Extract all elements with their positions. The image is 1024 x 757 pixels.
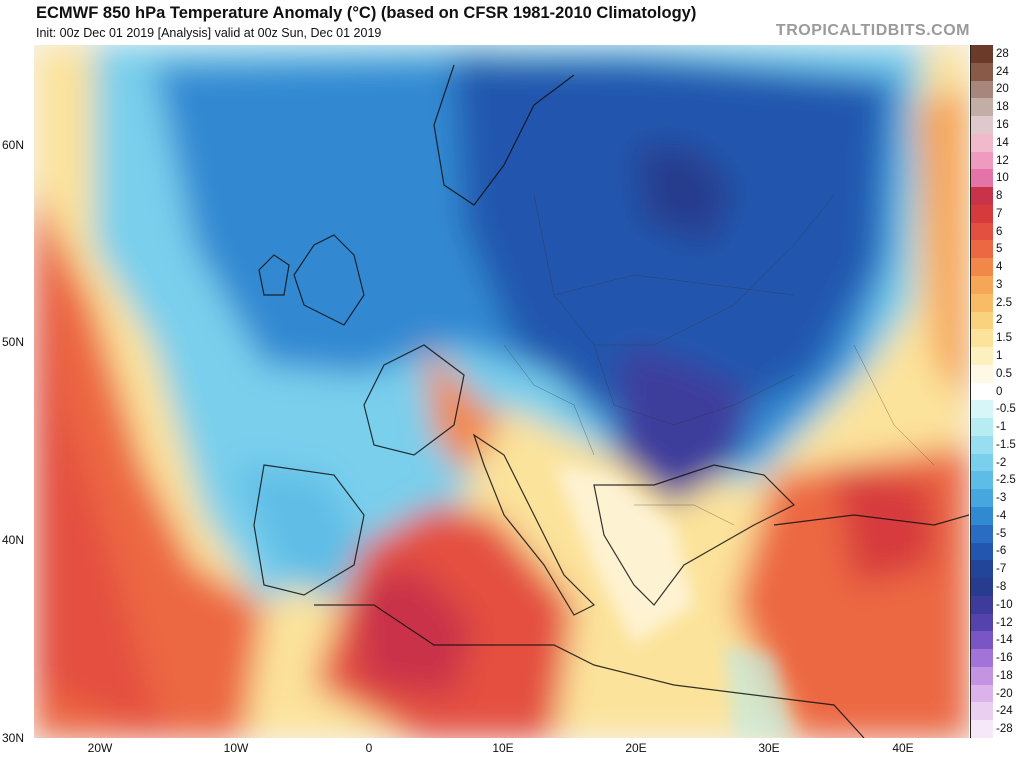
colorbar-label: 28	[996, 47, 1009, 60]
lon-label-0: 0	[365, 741, 373, 755]
colorbar-label: -10	[996, 598, 1013, 611]
colorbar-label: -2	[996, 456, 1007, 469]
colorbar-swatch	[971, 400, 993, 419]
lon-label-30e: 30E	[758, 741, 780, 755]
colorbar-label: 6	[996, 225, 1003, 238]
colorbar-swatch	[971, 595, 993, 615]
colorbar-swatch	[971, 240, 993, 259]
colorbar-swatch	[971, 720, 993, 739]
colorbar-swatch	[971, 435, 993, 455]
colorbar-swatch	[971, 258, 993, 277]
colorbar-swatch	[971, 471, 993, 490]
colorbar-swatch	[971, 542, 993, 561]
colorbar-swatch	[971, 666, 993, 686]
colorbar-label: 14	[996, 136, 1009, 149]
anomaly-field	[34, 45, 969, 738]
colorbar-swatch	[971, 222, 993, 241]
colorbar-label: -5	[996, 527, 1007, 540]
colorbar-label: -1.5	[996, 438, 1016, 451]
colorbar-label: -7	[996, 563, 1007, 576]
colorbar-label: 20	[996, 83, 1009, 96]
colorbar-label: 24	[996, 65, 1009, 78]
colorbar-swatch	[971, 578, 993, 597]
lat-label-50n: 50N	[2, 335, 25, 349]
lon-label-10e: 10E	[492, 741, 514, 755]
colorbar-label: -1	[996, 421, 1007, 434]
colorbar-label: -24	[996, 705, 1013, 718]
colorbar-label: -2.5	[996, 474, 1016, 487]
colorbar-swatch	[971, 329, 993, 348]
colorbar-swatch	[971, 347, 993, 366]
colorbar-label: -16	[996, 652, 1013, 665]
colorbar-swatch	[971, 204, 993, 224]
colorbar-swatch	[971, 364, 993, 384]
colorbar-label: -14	[996, 634, 1013, 647]
colorbar-swatch	[971, 187, 993, 206]
colorbar-label: 2.5	[996, 296, 1012, 309]
lon-label-20w: 20W	[87, 741, 113, 755]
colorbar-swatch	[971, 116, 993, 135]
colorbar-label: 5	[996, 243, 1003, 256]
colorbar-swatch	[971, 418, 993, 437]
site-credit: TROPICALTIDBITS.COM	[775, 22, 970, 39]
colorbar-label: 8	[996, 190, 1003, 203]
colorbar-label: 0	[996, 385, 1003, 398]
colorbar-swatch	[971, 524, 993, 544]
lon-label-20e: 20E	[625, 741, 647, 755]
colorbar-swatch	[971, 684, 993, 703]
colorbar-swatch	[971, 613, 993, 632]
colorbar-swatch	[971, 276, 993, 295]
colorbar-swatch	[971, 702, 993, 721]
lat-label-40n: 40N	[2, 533, 25, 547]
anomaly-map[interactable]	[34, 45, 969, 738]
colorbar-swatch	[971, 169, 993, 188]
colorbar-label: 1.5	[996, 332, 1012, 345]
colorbar-swatch	[971, 649, 993, 668]
colorbar-swatch	[971, 382, 993, 401]
colorbar-label: -0.5	[996, 403, 1016, 416]
colorbar-swatch	[971, 45, 993, 64]
colorbar-swatch	[971, 62, 993, 82]
colorbar-swatch	[971, 293, 993, 313]
colorbar-label: 1	[996, 349, 1003, 362]
colorbar-label: -12	[996, 616, 1013, 629]
colorbar-label: 3	[996, 278, 1003, 291]
colorbar-swatch	[971, 133, 993, 153]
colorbar-swatch	[971, 453, 993, 472]
colorbar-label: 4	[996, 261, 1003, 274]
colorbar-label: 10	[996, 172, 1009, 185]
colorbar-swatch	[971, 489, 993, 508]
colorbar-label: -4	[996, 509, 1007, 522]
map-title: ECMWF 850 hPa Temperature Anomaly (°C) (…	[36, 4, 697, 22]
colorbar-label: 16	[996, 118, 1009, 131]
colorbar-swatch	[971, 507, 993, 526]
colorbar-swatch	[971, 98, 993, 117]
colorbar-label: 12	[996, 154, 1009, 167]
colorbar-label: -20	[996, 687, 1013, 700]
lon-label-40e: 40E	[892, 741, 914, 755]
colorbar-label: -18	[996, 669, 1013, 682]
colorbar-label: -3	[996, 492, 1007, 505]
lat-label-60n: 60N	[2, 138, 25, 152]
colorbar-swatch	[971, 560, 993, 579]
colorbar-label: -6	[996, 545, 1007, 558]
colorbar-label: -28	[996, 723, 1013, 736]
colorbar-label: -8	[996, 580, 1007, 593]
colorbar-swatch	[971, 311, 993, 330]
colorbar	[970, 45, 993, 739]
colorbar-swatch	[971, 631, 993, 650]
colorbar-label: 0.5	[996, 367, 1012, 380]
lon-label-10w: 10W	[223, 741, 249, 755]
init-valid-time: Init: 00z Dec 01 2019 [Analysis] valid a…	[36, 26, 382, 40]
colorbar-label: 2	[996, 314, 1003, 327]
lat-label-30n: 30N	[2, 731, 25, 745]
colorbar-label: 18	[996, 101, 1009, 114]
colorbar-swatch	[971, 80, 993, 99]
colorbar-label: 7	[996, 207, 1003, 220]
colorbar-swatch	[971, 151, 993, 170]
